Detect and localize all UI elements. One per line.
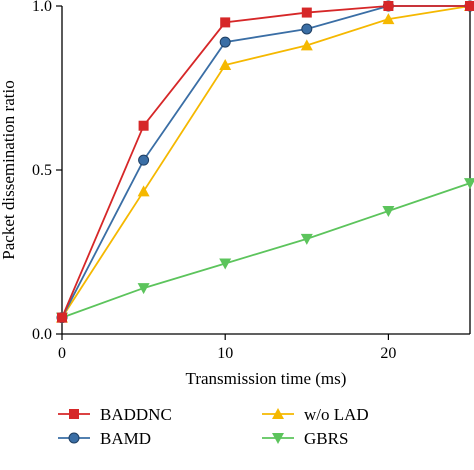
data-point-w-o-lad — [300, 39, 313, 51]
series-w-o-lad — [56, 0, 474, 323]
data-point-w-o-lad — [137, 185, 150, 197]
data-point-baddnc — [57, 312, 67, 323]
series-gbrs — [56, 178, 474, 324]
data-point-gbrs — [464, 178, 474, 190]
series — [56, 0, 474, 324]
data-point-bamd — [301, 23, 313, 35]
legend-label: BAMD — [100, 429, 151, 448]
legend-label: w/o LAD — [304, 405, 369, 424]
data-point-gbrs — [300, 233, 313, 245]
data-point-bamd — [138, 154, 150, 166]
legend: BADDNC BAMD w/o LAD GBRS — [58, 405, 369, 448]
legend-item-bamd: BAMD — [58, 429, 151, 448]
legend-marker — [68, 432, 80, 444]
y-tick-label: 0.0 — [32, 326, 52, 343]
data-point-gbrs — [219, 258, 232, 270]
legend-item-w-o-lad: w/o LAD — [262, 405, 369, 424]
y-tick-label: 0.5 — [32, 162, 52, 179]
data-point-baddnc — [465, 1, 474, 11]
x-axis-title: Transmission time (ms) — [186, 369, 347, 388]
legend-marker — [272, 433, 284, 444]
legend-item-baddnc: BADDNC — [58, 405, 172, 424]
legend-label: BADDNC — [100, 405, 172, 424]
series-line-w-o-lad — [61, 5, 471, 319]
series-line-gbrs — [61, 182, 471, 319]
data-point-w-o-lad — [219, 59, 232, 71]
data-point-baddnc — [220, 17, 231, 28]
series-baddnc — [57, 1, 474, 323]
data-point-w-o-lad — [382, 13, 395, 25]
legend-item-gbrs: GBRS — [262, 429, 348, 448]
series-bamd — [56, 0, 474, 324]
series-line-baddnc — [61, 5, 470, 318]
data-point-gbrs — [137, 283, 150, 295]
data-point-baddnc — [138, 120, 149, 131]
legend-marker — [69, 409, 79, 419]
y-axis-title: Packet dissemination ratio — [0, 80, 18, 259]
data-point-bamd — [219, 36, 231, 48]
ticks: 0 10 20 0.0 0.5 1.0 — [32, 0, 396, 362]
series-line-bamd — [61, 5, 470, 319]
x-tick-label: 10 — [217, 345, 233, 362]
y-tick-label: 1.0 — [32, 0, 52, 15]
data-point-baddnc — [301, 7, 312, 18]
x-tick-label: 0 — [58, 345, 66, 362]
legend-marker — [272, 408, 284, 419]
x-tick-label: 20 — [380, 345, 396, 362]
data-point-baddnc — [383, 1, 394, 11]
data-point-gbrs — [382, 206, 395, 217]
legend-label: GBRS — [304, 429, 348, 448]
